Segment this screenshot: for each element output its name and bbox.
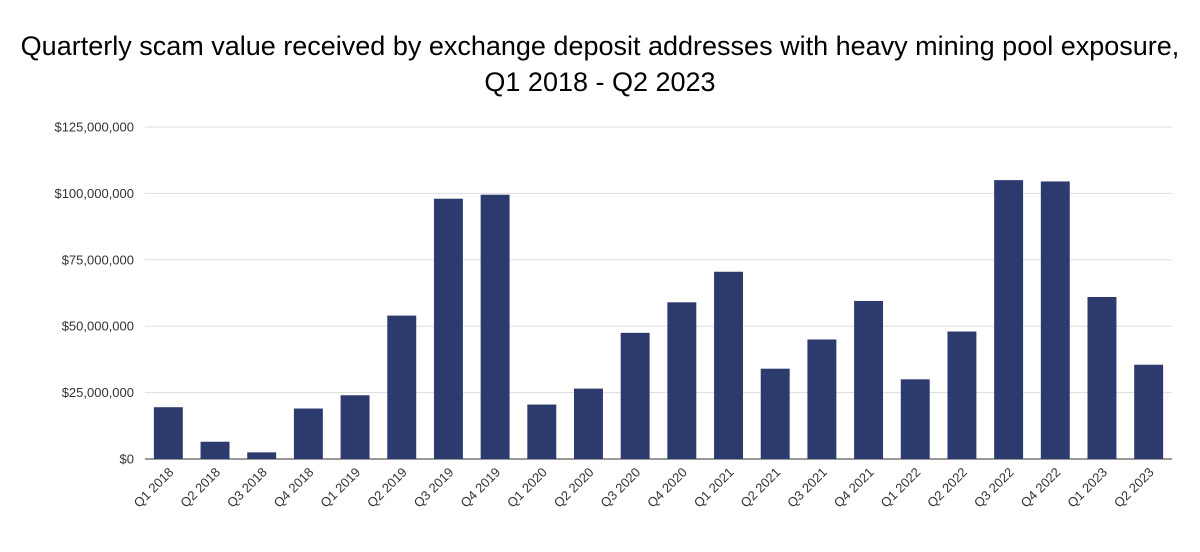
x-tick-label: Q1 2021 — [691, 465, 737, 511]
bar — [994, 180, 1024, 459]
y-tick-label: $100,000,000 — [54, 186, 134, 201]
x-tick-label: Q2 2018 — [177, 465, 223, 511]
bar — [947, 331, 977, 459]
x-tick-label: Q1 2019 — [317, 465, 363, 511]
y-tick-label: $75,000,000 — [62, 252, 134, 267]
x-tick-label: Q4 2019 — [457, 465, 503, 511]
x-tick-label: Q2 2019 — [364, 465, 410, 511]
bar — [340, 395, 370, 459]
x-tick-label: Q3 2020 — [597, 465, 643, 511]
bar — [854, 300, 884, 459]
bar — [900, 379, 930, 459]
bar — [620, 332, 650, 459]
bar — [574, 388, 603, 459]
x-tick-label: Q3 2019 — [411, 465, 457, 511]
bar — [760, 368, 790, 459]
x-tick-label: Q1 2018 — [131, 465, 177, 511]
bar — [480, 194, 510, 459]
bar — [714, 271, 743, 459]
x-tick-label: Q3 2018 — [224, 465, 270, 511]
y-tick-label: $25,000,000 — [62, 385, 134, 400]
bar — [527, 404, 557, 459]
chart-title: Quarterly scam value received by exchang… — [20, 31, 1180, 97]
x-tick-label: Q4 2020 — [644, 465, 690, 511]
x-tick-label: Q2 2023 — [1111, 465, 1157, 511]
y-tick-label: $50,000,000 — [62, 319, 134, 334]
bar — [387, 315, 417, 459]
bar — [153, 407, 183, 459]
x-tick-label: Q1 2023 — [1064, 465, 1110, 511]
x-tick-label: Q2 2022 — [924, 465, 970, 511]
x-tick-label: Q3 2022 — [971, 465, 1017, 511]
y-tick-label: $0 — [120, 452, 134, 467]
x-tick-label: Q1 2020 — [504, 465, 550, 511]
bar — [1040, 181, 1070, 459]
bar — [1087, 296, 1117, 459]
x-tick-label: Q2 2021 — [737, 465, 783, 511]
x-tick-label: Q4 2018 — [271, 465, 317, 511]
bar — [667, 302, 697, 459]
bar — [293, 408, 323, 459]
x-tick-label: Q2 2020 — [551, 465, 597, 511]
bar — [1134, 364, 1164, 459]
x-tick-label: Q3 2021 — [784, 465, 830, 511]
bar — [200, 441, 230, 459]
y-tick-label: $125,000,000 — [54, 120, 134, 135]
bar — [807, 339, 837, 459]
x-tick-label: Q1 2022 — [877, 465, 923, 511]
bar — [433, 198, 463, 459]
x-tick-label: Q4 2021 — [831, 465, 877, 511]
x-tick-label: Q4 2022 — [1018, 465, 1064, 511]
bar — [247, 452, 277, 459]
